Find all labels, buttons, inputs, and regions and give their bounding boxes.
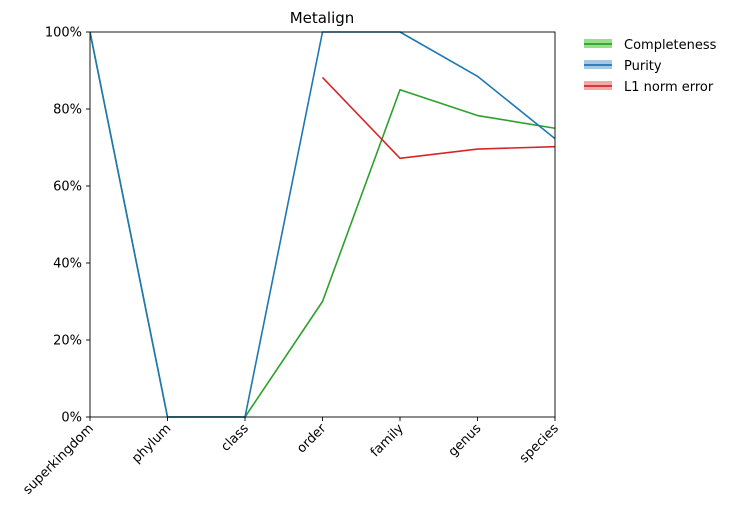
legend-label: Purity xyxy=(624,59,662,74)
x-tick-label: class xyxy=(218,421,252,455)
x-tick-label: genus xyxy=(446,421,485,460)
legend-item-l1-norm-error: L1 norm error xyxy=(584,80,714,95)
x-tick-label: order xyxy=(294,421,330,457)
series-line-purity xyxy=(90,31,555,418)
legend-label: Completeness xyxy=(624,38,717,53)
series-lines xyxy=(90,31,555,418)
y-tick-label: 0% xyxy=(61,411,82,426)
legend-item-completeness: Completeness xyxy=(584,38,717,53)
y-tick-label: 20% xyxy=(53,334,82,349)
y-tick-label: 80% xyxy=(53,103,82,118)
legend-item-purity: Purity xyxy=(584,59,662,74)
x-tick-label: family xyxy=(368,421,407,460)
y-tick-label: 40% xyxy=(53,257,82,272)
axes-frame xyxy=(89,31,556,418)
series-line-l1-norm-error xyxy=(321,76,555,160)
x-tick-label: species xyxy=(517,421,562,466)
y-tick-label: 100% xyxy=(45,26,82,41)
legend: Completeness Purity L1 norm error xyxy=(584,38,717,95)
series-line-completeness xyxy=(90,31,555,418)
x-tick-label: phylum xyxy=(129,421,174,466)
y-tick-label: 60% xyxy=(53,180,82,195)
x-tick-label: superkingdom xyxy=(20,421,96,497)
legend-label: L1 norm error xyxy=(624,80,714,95)
plot-area: 0% 20% 40% 60% 80% 100% superkingdom phylum clas… xyxy=(20,26,562,498)
chart-title: Metalign xyxy=(290,9,355,27)
